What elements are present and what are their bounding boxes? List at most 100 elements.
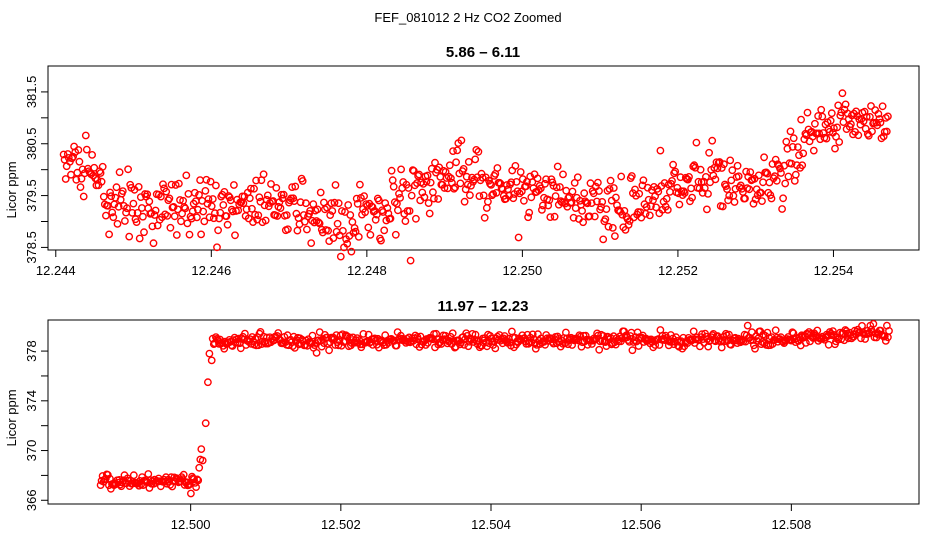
data-point: [359, 329, 368, 338]
data-point: [163, 211, 172, 220]
data-point: [509, 194, 518, 203]
data-point: [446, 174, 455, 183]
data-point: [515, 189, 524, 198]
data-point: [282, 211, 291, 220]
data-point: [124, 165, 133, 174]
data-point: [687, 184, 695, 193]
data-point: [125, 232, 134, 241]
data-point: [250, 184, 258, 193]
data-point: [74, 146, 83, 154]
data-point: [765, 178, 774, 187]
data-point: [133, 208, 142, 217]
data-point: [553, 162, 562, 171]
data-point: [263, 191, 272, 200]
data-point: [199, 207, 208, 216]
data-point: [635, 189, 644, 198]
data-point: [190, 188, 199, 197]
data-point: [787, 159, 796, 168]
data-point: [302, 225, 311, 234]
data-point: [427, 164, 436, 173]
data-point: [818, 112, 827, 121]
data-point: [885, 326, 893, 335]
data-point: [301, 199, 310, 208]
data-point: [107, 192, 116, 201]
data-point: [685, 172, 693, 181]
data-point: [609, 184, 618, 192]
data-point: [534, 186, 543, 195]
data-point: [97, 177, 106, 186]
panel-top: 5.86 – 6.11 Licor ppm 12.244 12.246 12.248…: [4, 44, 920, 278]
data-point: [803, 108, 812, 117]
data-point: [180, 203, 189, 211]
data-point: [68, 154, 76, 163]
data-point: [69, 152, 78, 161]
data-point: [420, 193, 429, 202]
data-point: [193, 475, 202, 484]
data-point: [777, 169, 785, 177]
data-point: [725, 191, 734, 200]
y-tick-label: 378.5: [24, 231, 39, 264]
data-point: [426, 178, 435, 187]
data-point: [459, 164, 468, 173]
data-point: [754, 171, 763, 180]
panel-bottom-y-axis: 366 370 374 378: [24, 340, 49, 511]
data-point: [81, 131, 90, 140]
data-point: [245, 194, 254, 203]
data-point: [472, 145, 481, 154]
data-point: [606, 176, 615, 185]
data-point: [276, 204, 285, 213]
x-tick-label: 12.502: [321, 517, 361, 532]
data-point: [726, 156, 735, 165]
data-point: [544, 201, 553, 210]
data-point: [326, 211, 335, 220]
data-point: [298, 177, 307, 185]
data-point: [678, 191, 687, 200]
data-point: [736, 181, 745, 190]
y-tick-label: 366: [24, 489, 39, 511]
data-point: [559, 170, 567, 179]
data-point: [176, 196, 184, 204]
data-point: [431, 158, 439, 167]
data-point: [464, 342, 473, 351]
data-point: [666, 187, 674, 196]
data-point: [645, 211, 654, 220]
data-point: [76, 183, 85, 192]
data-point: [817, 105, 826, 114]
data-point: [128, 208, 137, 217]
data-point: [788, 328, 797, 337]
data-point: [848, 111, 856, 120]
data-point: [197, 230, 206, 239]
data-point: [101, 474, 110, 483]
data-point: [456, 179, 465, 188]
data-point: [361, 208, 369, 217]
data-point: [364, 223, 373, 232]
data-point: [428, 188, 437, 197]
data-point: [198, 456, 207, 465]
data-point: [346, 211, 355, 219]
data-point: [835, 138, 844, 146]
data-point: [371, 215, 380, 224]
data-point: [833, 123, 841, 132]
data-point: [457, 136, 466, 145]
data-point: [671, 167, 680, 176]
data-point: [182, 171, 191, 180]
data-point: [552, 183, 561, 192]
data-point: [410, 181, 419, 190]
data-point: [223, 220, 232, 229]
data-point: [135, 234, 144, 243]
data-point: [467, 181, 475, 190]
data-point: [520, 196, 528, 205]
data-point: [711, 175, 720, 184]
data-point: [313, 205, 322, 214]
data-point: [579, 218, 587, 227]
data-point: [536, 184, 545, 193]
data-point: [830, 124, 838, 133]
data-point: [383, 204, 392, 212]
panel-bottom-title: 11.97 – 12.23: [438, 298, 529, 315]
data-point: [516, 168, 525, 176]
data-point: [705, 148, 713, 157]
data-point: [493, 164, 502, 172]
data-point: [599, 235, 608, 244]
data-point: [151, 206, 160, 215]
